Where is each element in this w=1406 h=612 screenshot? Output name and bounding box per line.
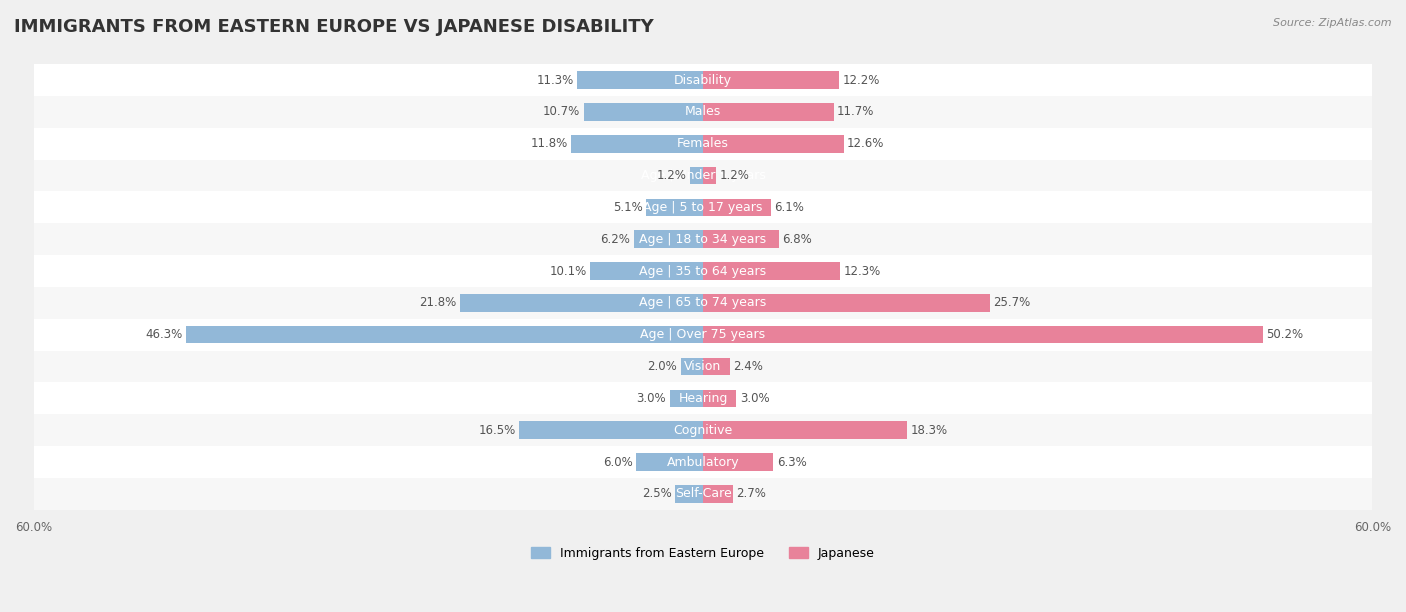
Text: Females: Females (678, 137, 728, 151)
Text: 5.1%: 5.1% (613, 201, 643, 214)
Legend: Immigrants from Eastern Europe, Japanese: Immigrants from Eastern Europe, Japanese (526, 542, 880, 565)
Text: 6.0%: 6.0% (603, 455, 633, 469)
Bar (34, 351, 1372, 382)
Text: 46.3%: 46.3% (146, 328, 183, 341)
Bar (460, 294, 703, 312)
Text: 25.7%: 25.7% (993, 296, 1031, 310)
Text: Ambulatory: Ambulatory (666, 455, 740, 469)
Text: 3.0%: 3.0% (637, 392, 666, 405)
Bar (703, 294, 990, 312)
Bar (703, 422, 907, 439)
Bar (187, 326, 703, 343)
Bar (703, 326, 1263, 343)
Bar (703, 263, 841, 280)
Bar (34, 192, 1372, 223)
Text: Age | Under 5 years: Age | Under 5 years (641, 169, 765, 182)
Bar (703, 453, 773, 471)
Text: Age | Over 75 years: Age | Over 75 years (641, 328, 765, 341)
Text: 1.2%: 1.2% (720, 169, 749, 182)
Bar (681, 358, 703, 375)
Bar (583, 103, 703, 121)
Bar (34, 414, 1372, 446)
Text: 2.4%: 2.4% (733, 360, 763, 373)
Text: 1.2%: 1.2% (657, 169, 686, 182)
Bar (703, 199, 770, 216)
Bar (571, 135, 703, 152)
Text: 3.0%: 3.0% (740, 392, 769, 405)
Bar (636, 453, 703, 471)
Bar (576, 72, 703, 89)
Bar (703, 135, 844, 152)
Text: Age | 35 to 64 years: Age | 35 to 64 years (640, 264, 766, 278)
Text: 6.2%: 6.2% (600, 233, 630, 246)
Text: 2.0%: 2.0% (648, 360, 678, 373)
Text: Self-Care: Self-Care (675, 487, 731, 501)
Text: Cognitive: Cognitive (673, 424, 733, 437)
Text: 10.7%: 10.7% (543, 105, 581, 119)
Text: 11.7%: 11.7% (837, 105, 875, 119)
Bar (34, 96, 1372, 128)
Bar (689, 167, 703, 184)
Text: 18.3%: 18.3% (911, 424, 948, 437)
Text: 21.8%: 21.8% (419, 296, 457, 310)
Text: 12.2%: 12.2% (842, 73, 880, 87)
Text: 11.8%: 11.8% (530, 137, 568, 151)
Bar (703, 485, 733, 502)
Text: Males: Males (685, 105, 721, 119)
Bar (703, 167, 717, 184)
Bar (647, 199, 703, 216)
Text: IMMIGRANTS FROM EASTERN EUROPE VS JAPANESE DISABILITY: IMMIGRANTS FROM EASTERN EUROPE VS JAPANE… (14, 18, 654, 36)
Bar (34, 64, 1372, 96)
Text: 2.7%: 2.7% (737, 487, 766, 501)
Text: Source: ZipAtlas.com: Source: ZipAtlas.com (1274, 18, 1392, 28)
Bar (34, 287, 1372, 319)
Bar (703, 358, 730, 375)
Text: 12.3%: 12.3% (844, 264, 880, 278)
Bar (634, 231, 703, 248)
Bar (703, 103, 834, 121)
Bar (669, 390, 703, 407)
Text: Age | 65 to 74 years: Age | 65 to 74 years (640, 296, 766, 310)
Text: Age | 18 to 34 years: Age | 18 to 34 years (640, 233, 766, 246)
Bar (34, 319, 1372, 351)
Text: Vision: Vision (685, 360, 721, 373)
Text: 16.5%: 16.5% (478, 424, 516, 437)
Bar (34, 382, 1372, 414)
Bar (519, 422, 703, 439)
Bar (703, 390, 737, 407)
Bar (703, 231, 779, 248)
Bar (591, 263, 703, 280)
Text: Disability: Disability (673, 73, 733, 87)
Text: 6.1%: 6.1% (775, 201, 804, 214)
Text: 11.3%: 11.3% (536, 73, 574, 87)
Bar (34, 255, 1372, 287)
Bar (34, 160, 1372, 192)
Bar (34, 128, 1372, 160)
Text: 6.3%: 6.3% (776, 455, 807, 469)
Bar (703, 72, 839, 89)
Text: 50.2%: 50.2% (1267, 328, 1303, 341)
Bar (675, 485, 703, 502)
Text: 12.6%: 12.6% (846, 137, 884, 151)
Text: Age | 5 to 17 years: Age | 5 to 17 years (644, 201, 762, 214)
Bar (34, 223, 1372, 255)
Text: 6.8%: 6.8% (782, 233, 813, 246)
Text: 2.5%: 2.5% (643, 487, 672, 501)
Bar (34, 478, 1372, 510)
Text: 10.1%: 10.1% (550, 264, 586, 278)
Bar (34, 446, 1372, 478)
Text: Hearing: Hearing (678, 392, 728, 405)
